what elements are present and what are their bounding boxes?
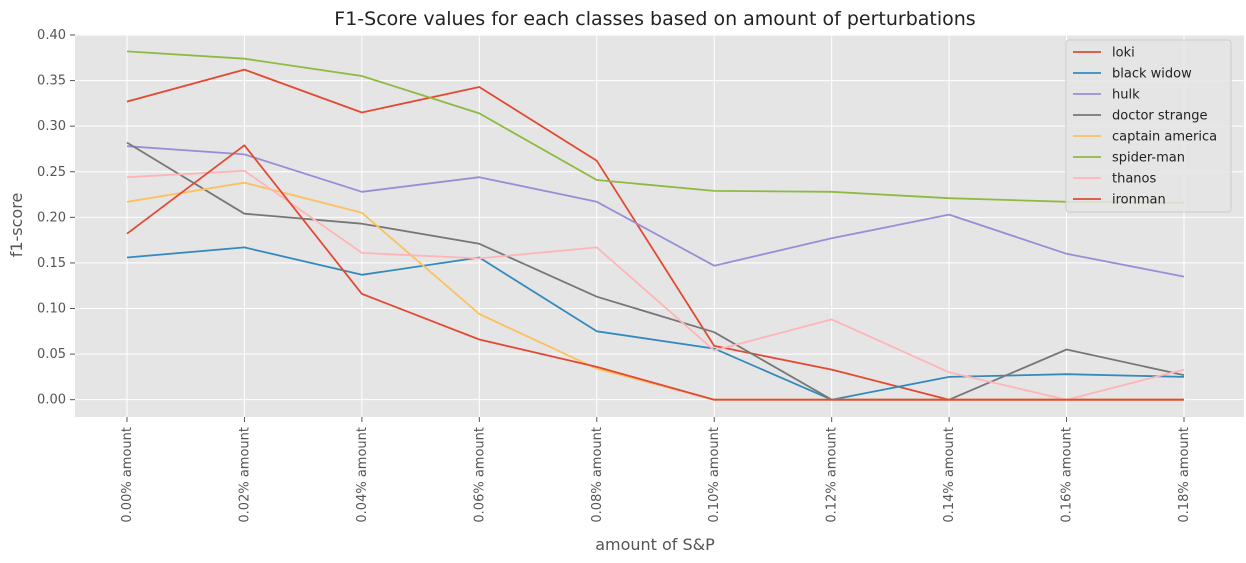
legend-entry-label: ironman <box>1112 193 1166 208</box>
series-line-ironman <box>126 144 1184 401</box>
x-tick-label: 0.14% amount <box>942 427 957 523</box>
series-line-spider-man <box>126 50 1185 204</box>
series-line-hulk <box>126 145 1185 278</box>
y-tick-label: 0.30 <box>37 119 66 134</box>
legend-entry-label: thanos <box>1112 172 1156 187</box>
y-axis-label: f1-score <box>7 193 26 258</box>
legend-entry-label: black widow <box>1112 67 1192 82</box>
y-tick-label: 0.40 <box>37 28 66 43</box>
x-tick-label: 0.10% amount <box>707 427 722 523</box>
y-tick-label: 0.00 <box>37 393 66 408</box>
x-tick-label: 0.16% amount <box>1060 427 1075 523</box>
plot-area <box>75 35 1244 417</box>
x-tick-label: 0.08% amount <box>590 427 605 523</box>
chart-title: F1-Score values for each classes based o… <box>334 8 975 30</box>
legend: loki black widow hulk doctor strange captain… <box>1065 39 1232 213</box>
legend-entry-label: doctor strange <box>1112 109 1208 124</box>
x-tick-label: 0.06% amount <box>472 427 487 523</box>
x-tick-label: 0.04% amount <box>355 427 370 523</box>
x-axis-ticks: 0.00% amount 0.02% amount 0.04% amount 0.06… <box>120 417 1192 523</box>
y-tick-label: 0.35 <box>37 74 66 89</box>
series-lines <box>126 50 1185 401</box>
legend-entry-label: spider-man <box>1112 151 1185 166</box>
legend-entry-label: captain america <box>1112 130 1217 145</box>
y-tick-label: 0.10 <box>37 302 66 317</box>
y-axis-ticks: 0.00 0.05 0.10 0.15 0.20 0.25 0.30 0.35 0.40 <box>37 28 75 408</box>
x-tick-label: 0.00% amount <box>120 427 135 523</box>
x-tick-label: 0.12% amount <box>825 427 840 523</box>
legend-entry-label: loki <box>1112 46 1135 61</box>
legend-entry-label: hulk <box>1112 88 1140 103</box>
x-axis-label: amount of S&P <box>595 535 715 554</box>
grid-lines <box>75 34 1244 417</box>
y-tick-label: 0.20 <box>37 210 66 225</box>
series-line-thanos <box>126 169 1185 401</box>
x-tick-label: 0.02% amount <box>237 427 252 523</box>
y-tick-label: 0.25 <box>37 165 66 180</box>
y-tick-label: 0.15 <box>37 256 66 271</box>
legend-box <box>1065 39 1232 213</box>
y-tick-label: 0.05 <box>37 347 66 362</box>
x-tick-label: 0.18% amount <box>1177 427 1192 523</box>
